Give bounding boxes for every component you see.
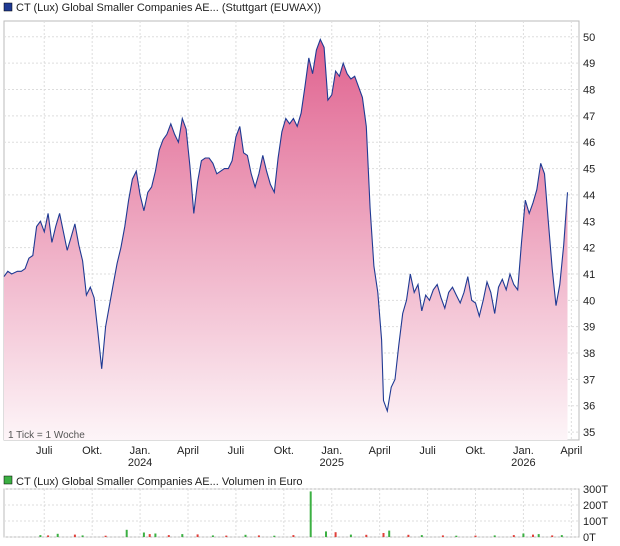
price-x-tick-year: 2025: [320, 457, 344, 469]
volume-bar: [407, 534, 410, 537]
price-y-tick-label: 44: [583, 190, 595, 202]
volume-bar: [560, 535, 563, 537]
volume-bar: [181, 534, 184, 537]
price-y-tick-label: 42: [583, 243, 595, 255]
volume-bar: [225, 535, 228, 537]
price-x-tick-label: Jan.: [130, 445, 151, 457]
price-x-tick-label: April: [177, 445, 199, 457]
price-y-tick-label: 40: [583, 295, 595, 307]
price-y-tick-label: 35: [583, 427, 595, 439]
volume-bar: [211, 535, 214, 537]
price-y-tick-label: 49: [583, 58, 595, 70]
volume-bar: [273, 535, 276, 537]
volume-bar: [455, 535, 458, 537]
price-x-tick-year: 2026: [511, 457, 535, 469]
volume-bar: [532, 534, 534, 537]
price-y-tick-label: 36: [583, 401, 595, 413]
volume-bar: [257, 535, 260, 537]
volume-bar: [125, 529, 128, 537]
volume-bar: [551, 535, 554, 537]
volume-legend-swatch: [3, 475, 13, 485]
volume-bar: [365, 534, 368, 537]
price-y-tick-label: 37: [583, 374, 595, 386]
volume-bar: [309, 491, 312, 537]
price-x-tick-label: Jan.: [321, 445, 342, 457]
volume-bar: [292, 535, 295, 537]
volume-bar: [104, 535, 107, 537]
price-x-tick-label: Juli: [36, 445, 53, 457]
price-x-tick-label: Jan.: [513, 445, 534, 457]
price-y-tick-label: 45: [583, 164, 595, 176]
price-x-tick-label: April: [560, 445, 582, 457]
volume-bar: [349, 534, 352, 537]
price-line: [3, 37, 569, 414]
price-x-tick-label: Okt.: [465, 445, 485, 457]
volume-bar: [47, 535, 50, 537]
volume-bar: [81, 535, 84, 537]
volume-legend-label: CT (Lux) Global Smaller Companies AE... …: [16, 476, 303, 488]
price-x-tick-label: Okt.: [274, 445, 294, 457]
volume-y-tick-label: 300T: [583, 484, 608, 496]
volume-bar: [512, 535, 515, 537]
volume-bar: [154, 533, 157, 537]
price-y-tick-label: 39: [583, 322, 595, 334]
volume-bar: [334, 532, 337, 537]
price-y-tick-label: 43: [583, 216, 595, 228]
volume-bar: [388, 530, 391, 537]
price-y-tick-label: 41: [583, 269, 595, 281]
volume-bar: [474, 535, 477, 537]
volume-bars: [39, 491, 563, 537]
volume-bar: [148, 534, 151, 537]
price-y-tick-label: 46: [583, 137, 595, 149]
volume-y-tick-label: 200T: [583, 500, 608, 512]
volume-y-axis: 0T 100T 200T 300T: [583, 484, 608, 544]
price-y-axis: 35 36 37 38 39 40 41 42 43 44 45 46 47 48 49 50: [583, 32, 595, 439]
price-y-tick-label: 38: [583, 348, 595, 360]
price-x-tick-year: 2024: [128, 457, 152, 469]
price-x-tick-label: Juli: [228, 445, 245, 457]
volume-grid: [4, 488, 579, 538]
volume-bar: [142, 532, 145, 537]
volume-y-tick-label: 0T: [583, 532, 596, 544]
volume-bar: [420, 535, 423, 537]
volume-bar: [196, 534, 199, 537]
volume-y-tick-label: 100T: [583, 516, 608, 528]
price-x-tick-label: April: [369, 445, 391, 457]
volume-bar: [522, 533, 525, 537]
volume-bar: [39, 535, 42, 537]
price-y-tick-label: 47: [583, 111, 595, 123]
price-x-tick-label: Juli: [419, 445, 436, 457]
price-area: [4, 39, 568, 441]
volume-bar: [56, 533, 59, 537]
price-y-tick-label: 50: [583, 32, 595, 44]
volume-bar: [382, 533, 385, 537]
volume-bar: [325, 531, 327, 537]
price-legend-swatch: [3, 2, 13, 12]
tick-note: 1 Tick = 1 Woche: [8, 430, 85, 441]
volume-bar: [244, 534, 247, 537]
price-legend-label: CT (Lux) Global Smaller Companies AE... …: [16, 2, 321, 14]
volume-bar: [167, 535, 170, 537]
price-x-tick-label: Okt.: [82, 445, 102, 457]
volume-bar: [73, 534, 76, 537]
volume-bar: [537, 534, 540, 537]
price-y-tick-label: 48: [583, 85, 595, 97]
volume-plot-frame: [3, 488, 580, 538]
volume-bar: [493, 535, 496, 537]
volume-bar: [441, 535, 444, 537]
